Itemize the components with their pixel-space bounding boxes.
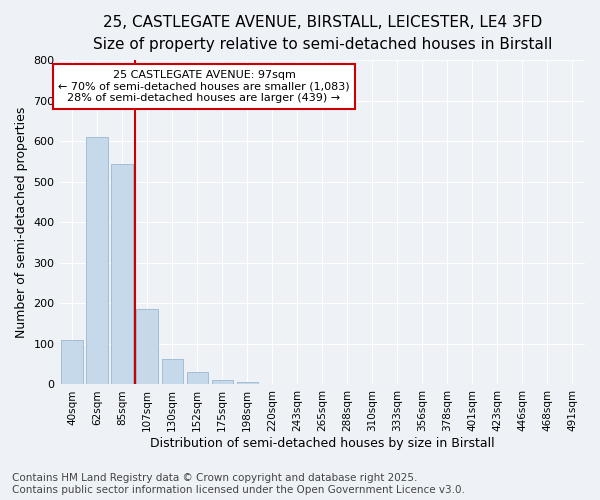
- Bar: [86, 138, 108, 384]
- Y-axis label: Number of semi-detached properties: Number of semi-detached properties: [15, 106, 28, 338]
- Bar: [61, 340, 83, 384]
- Bar: [236, 382, 258, 384]
- Bar: [187, 372, 208, 384]
- Title: 25, CASTLEGATE AVENUE, BIRSTALL, LEICESTER, LE4 3FD
Size of property relative to: 25, CASTLEGATE AVENUE, BIRSTALL, LEICEST…: [92, 15, 552, 52]
- Text: 25 CASTLEGATE AVENUE: 97sqm
← 70% of semi-detached houses are smaller (1,083)
28: 25 CASTLEGATE AVENUE: 97sqm ← 70% of sem…: [58, 70, 350, 103]
- Bar: [161, 360, 183, 384]
- X-axis label: Distribution of semi-detached houses by size in Birstall: Distribution of semi-detached houses by …: [150, 437, 494, 450]
- Bar: [112, 164, 133, 384]
- Bar: [212, 380, 233, 384]
- Text: Contains HM Land Registry data © Crown copyright and database right 2025.
Contai: Contains HM Land Registry data © Crown c…: [12, 474, 465, 495]
- Bar: [136, 310, 158, 384]
